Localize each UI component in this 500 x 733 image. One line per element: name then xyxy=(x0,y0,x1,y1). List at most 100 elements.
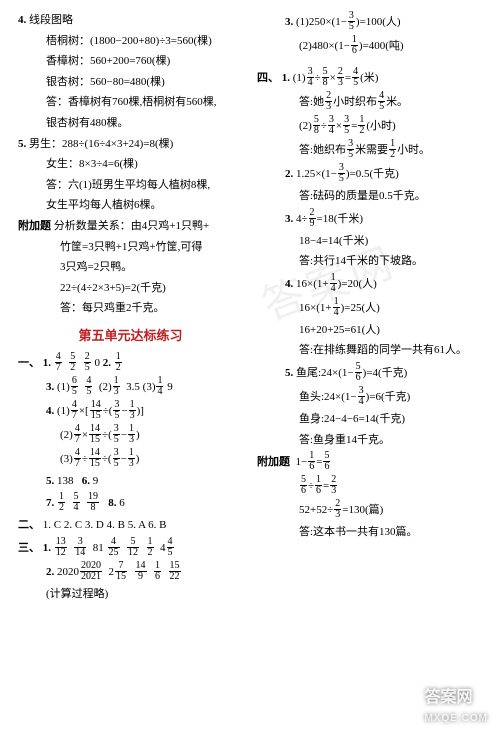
s4-5a: 5. 鱼尾:24×(1−56)=4(千克) xyxy=(257,363,482,384)
frac: 512 xyxy=(127,537,139,558)
n: 2. xyxy=(46,566,54,578)
frac: 56 xyxy=(300,475,307,496)
footer-main: 答案网 xyxy=(424,689,472,706)
frac: 34 xyxy=(307,67,314,88)
t: 1.25×(1− xyxy=(296,168,337,180)
frac: 12 xyxy=(115,352,122,373)
right-column: 3. (1)250×(1−35)=100(人) (2)480×(1−16)=40… xyxy=(257,12,482,606)
frac: 54 xyxy=(73,492,80,513)
n: 6. xyxy=(82,475,90,487)
n: 5. xyxy=(46,475,54,487)
text: 男生：288÷(16÷4×3+24)=8(棵) xyxy=(29,138,173,150)
row: 1. C 2. C 3. D 4. B 5. A 6. B xyxy=(43,519,167,531)
frac: 34 xyxy=(358,386,365,407)
frac: 29 xyxy=(309,208,316,229)
t: 16×(1+ xyxy=(299,302,332,314)
label: 附加题 xyxy=(18,220,51,232)
frac: 56 xyxy=(355,362,362,383)
t: 鱼头:24×(1− xyxy=(299,391,357,403)
frac: 14 xyxy=(330,273,337,294)
zero: 0 xyxy=(95,357,103,369)
n: 7. xyxy=(46,497,54,509)
n: 5. xyxy=(285,367,293,379)
frac: 52 xyxy=(69,352,76,373)
frac: 198 xyxy=(87,492,99,513)
frac: 65 xyxy=(71,376,78,397)
t: 答:她织布 xyxy=(299,144,346,156)
line: 银杏树有480棵。 xyxy=(18,115,243,133)
t: )=20(人) xyxy=(338,278,377,290)
frac: 12 xyxy=(358,115,365,136)
frac: 58 xyxy=(313,115,320,136)
t: 4÷ xyxy=(296,213,308,225)
frac: 58 xyxy=(322,67,329,88)
t: 小时织布 xyxy=(333,96,377,108)
text: 线段图略 xyxy=(29,14,73,26)
frac: 149 xyxy=(135,561,147,582)
frac: 425 xyxy=(108,537,120,558)
bonus: 附加题 分析数量关系：由4只鸡+1只鸭+ xyxy=(18,218,243,236)
t: = xyxy=(316,456,322,468)
line: 女生：8×3÷4=6(棵) xyxy=(18,156,243,174)
n: 1. xyxy=(43,357,51,369)
frac: 35 xyxy=(113,448,120,469)
text: 分析数量关系：由4只鸡+1只鸭+ xyxy=(54,220,209,232)
frac: 1415 xyxy=(89,448,101,469)
frac: 35 xyxy=(338,163,345,184)
t: )=100(人) xyxy=(356,16,401,28)
s1-l7: 7. 12 54 198 8. 6 xyxy=(18,493,243,514)
frac: 16 xyxy=(308,451,315,472)
s4-4b: 16×(1+14)=25(人) xyxy=(257,298,482,319)
frac: 45 xyxy=(352,67,359,88)
s1-l4c: (3)47÷1415÷(35−13) xyxy=(18,449,243,470)
frac: 56 xyxy=(323,451,330,472)
group: 二、 xyxy=(18,519,40,531)
line: 22÷(4÷2×3+5)=2(千克) xyxy=(18,280,243,298)
frac: 47 xyxy=(71,400,78,421)
frac: 45 xyxy=(167,537,174,558)
frac: 12 xyxy=(147,537,154,558)
line: 香樟树：560+200=760(棵) xyxy=(18,53,243,71)
s1-l1: 一、 1. 47 52 25 0 2. 12 xyxy=(18,353,243,374)
ans: 答:砝码的质量是0.5千克。 xyxy=(257,188,482,206)
t: 米需要 xyxy=(355,144,388,156)
group: 三、 xyxy=(18,542,40,554)
s3-note: (计算过程略) xyxy=(18,586,243,604)
s4-2: 2. 1.25×(1−35)=0.5(千克) xyxy=(257,164,482,185)
frac: 35 xyxy=(348,11,355,32)
frac: 12 xyxy=(389,139,396,160)
line: 答：每只鸡重2千克。 xyxy=(18,300,243,318)
group: 四、 xyxy=(257,72,279,84)
frac: 25 xyxy=(84,352,91,373)
frac: 13 xyxy=(128,424,135,445)
t: = xyxy=(323,480,329,492)
frac: 13 xyxy=(128,448,135,469)
line: 女生平均每人植树6棵。 xyxy=(18,197,243,215)
frac: 13 xyxy=(113,376,120,397)
t: =130(篇) xyxy=(342,504,383,516)
line: 银杏树：560−80=480(棵) xyxy=(18,74,243,92)
frac: 715 xyxy=(115,561,127,582)
frac: 45 xyxy=(85,376,92,397)
t: 米。 xyxy=(386,96,408,108)
frac: 16 xyxy=(315,475,322,496)
n: 3. xyxy=(285,16,293,28)
frac: 23 xyxy=(337,67,344,88)
line: 16+20+25=61(人) xyxy=(257,322,482,340)
frac: 23 xyxy=(325,91,332,112)
frac: 23 xyxy=(330,475,337,496)
section-title: 第五单元达标练习 xyxy=(18,326,243,347)
frac: 35 xyxy=(113,400,120,421)
s3-l2: 2. 202020202021 2715 149 16 1522 xyxy=(18,562,243,583)
t: 答:她 xyxy=(299,96,324,108)
t: (1) xyxy=(293,72,306,84)
label: 5. xyxy=(18,138,26,150)
frac: 16 xyxy=(351,35,358,56)
t: ÷ xyxy=(308,480,314,492)
line: 鱼身:24−4−6=14(千克) xyxy=(257,411,482,429)
frac: 14 xyxy=(156,376,163,397)
r-p3a: 3. (1)250×(1−35)=100(人) xyxy=(257,12,482,33)
n: 3. xyxy=(285,213,293,225)
frac: 12 xyxy=(58,492,65,513)
n: 1. xyxy=(282,72,290,84)
